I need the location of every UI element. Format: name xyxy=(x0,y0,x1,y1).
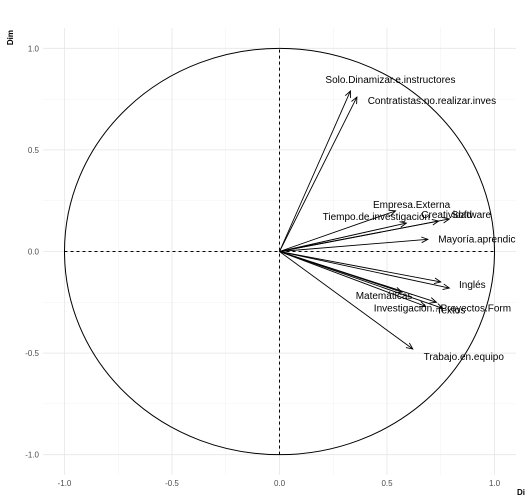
x-tick-label: 0.0 xyxy=(274,479,286,488)
x-tick-label: 1.0 xyxy=(489,479,501,488)
x-tick-label: 0.5 xyxy=(381,479,393,488)
variable-label: Software xyxy=(452,210,492,221)
variable-arrow xyxy=(279,90,351,252)
variable-label: Contratistas.no.realizar.inves xyxy=(368,96,496,107)
arrow-head xyxy=(405,342,414,350)
variable-label: Tiempo.de.investigación xyxy=(323,212,430,223)
variable-arrow xyxy=(279,251,441,283)
variable-label: Investigación...Proyectos.Form xyxy=(374,303,511,314)
y-axis-ticks: -1.0 -0.5 0.0 0.5 1.0 xyxy=(25,44,39,459)
variable-labels: Solo.Dinamizar.e.instructores Contratista… xyxy=(323,75,516,363)
arrow-head xyxy=(399,221,408,228)
arrow-head xyxy=(435,303,444,310)
y-axis-title: Dim xyxy=(6,30,15,45)
variable-arrows xyxy=(279,89,451,350)
variable-arrow xyxy=(279,210,396,252)
arrow-head xyxy=(344,89,351,98)
variable-label: Trabajo.en.equipo xyxy=(424,352,505,363)
arrow-head xyxy=(351,96,358,105)
variable-label: Matemáticas xyxy=(356,291,413,302)
variable-arrow xyxy=(279,251,426,307)
arrow-head xyxy=(421,236,429,244)
arrow-head xyxy=(433,277,442,285)
x-axis-title: Di xyxy=(517,488,525,497)
variable-arrow xyxy=(279,96,358,252)
y-tick-label: 1.0 xyxy=(28,44,40,53)
variable-label: Textos xyxy=(436,305,465,316)
variable-arrow xyxy=(279,251,414,350)
variable-arrow xyxy=(279,251,444,309)
arrow-head xyxy=(418,301,427,308)
variable-label: Creatividad xyxy=(421,210,472,221)
variable-arrow xyxy=(279,222,407,252)
x-tick-label: -1.0 xyxy=(58,479,72,488)
variable-arrow xyxy=(279,238,428,252)
variable-arrow xyxy=(279,251,437,303)
arrow-head xyxy=(442,216,451,224)
arrow-head xyxy=(431,218,440,226)
arrow-head xyxy=(388,209,397,216)
variable-label: Empresa.Externa xyxy=(373,200,451,211)
variable-arrow xyxy=(279,251,450,289)
x-axis-ticks: -1.0 -0.5 0.0 0.5 1.0 xyxy=(58,479,501,488)
y-tick-label: -1.0 xyxy=(25,451,39,460)
variable-label: Mayoría.aprendic xyxy=(438,234,515,245)
y-tick-label: 0.0 xyxy=(28,248,40,257)
x-tick-label: -0.5 xyxy=(165,479,179,488)
arrow-head xyxy=(429,297,438,304)
variable-label: Solo.Dinamizar.e.instructores xyxy=(325,75,455,86)
y-tick-label: 0.5 xyxy=(28,146,40,155)
variable-arrow xyxy=(279,220,439,252)
variable-label: Inglés xyxy=(459,280,486,291)
arrow-head xyxy=(442,283,451,290)
y-tick-label: -0.5 xyxy=(25,349,39,358)
